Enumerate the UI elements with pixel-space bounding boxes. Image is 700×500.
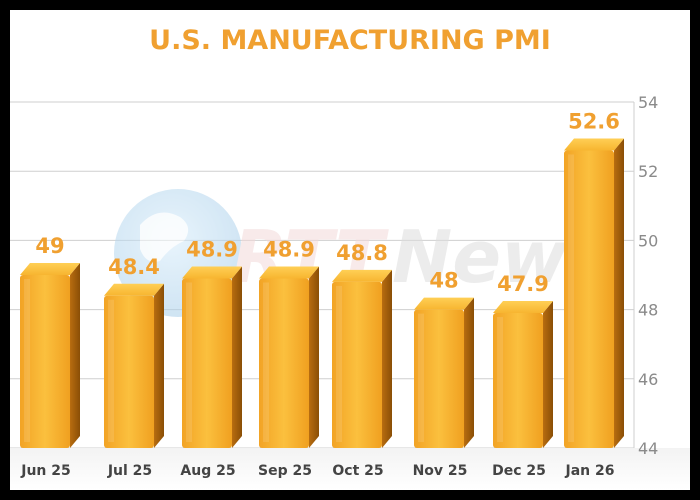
bar-5 <box>414 297 474 448</box>
bar-0 <box>20 263 80 448</box>
bar-side-7 <box>614 138 624 448</box>
y-tick-label-4: 52 <box>638 162 658 181</box>
y-tick-label-3: 50 <box>638 231 658 250</box>
bar-top-3 <box>259 266 319 279</box>
bar-front-3 <box>259 278 309 448</box>
bar-front-1 <box>104 295 154 448</box>
data-label-0: 49 <box>35 234 64 258</box>
bar-6 <box>493 301 553 448</box>
bar-side-0 <box>70 263 80 448</box>
data-label-4: 48.8 <box>336 241 388 265</box>
bar-side-2 <box>232 266 242 448</box>
data-label-1: 48.4 <box>108 255 160 279</box>
bar-highlight-6 <box>497 317 503 442</box>
bar-highlight-4 <box>336 285 342 442</box>
chart-frame: U.S. MANUFACTURING PMI RTT News 49 48.4 48… <box>10 10 690 490</box>
bar-1 <box>104 283 164 448</box>
chart-title: U.S. MANUFACTURING PMI <box>149 25 551 56</box>
data-label-2: 48.9 <box>186 237 238 261</box>
bar-2 <box>182 266 242 448</box>
y-tick-label-5: 54 <box>638 93 658 112</box>
x-tick-label-6: Dec 25 <box>492 463 546 479</box>
bars <box>20 138 624 448</box>
chart-floor <box>10 448 690 490</box>
y-tick-label-1: 46 <box>638 370 658 389</box>
y-tick-label-2: 48 <box>638 301 658 320</box>
bar-top-0 <box>20 263 80 275</box>
bar-top-5 <box>414 297 474 310</box>
data-label-5: 48 <box>429 269 458 293</box>
bar-top-1 <box>104 283 164 296</box>
bar-front-2 <box>182 278 232 448</box>
bar-highlight-0 <box>24 279 30 442</box>
bar-top-4 <box>332 269 392 282</box>
bar-7 <box>564 138 624 448</box>
data-label-6: 47.9 <box>497 272 549 296</box>
bar-side-4 <box>382 269 392 448</box>
data-label-3: 48.9 <box>263 237 315 261</box>
x-tick-label-2: Aug 25 <box>180 463 235 479</box>
bar-top-7 <box>564 138 624 151</box>
bar-highlight-7 <box>568 154 574 442</box>
bar-side-1 <box>154 283 164 448</box>
bar-side-5 <box>464 297 474 448</box>
bar-highlight-3 <box>263 282 269 442</box>
bar-4 <box>332 269 392 448</box>
x-tick-label-4: Oct 25 <box>332 463 383 479</box>
data-labels: 49 48.4 48.9 48.9 48.8 48 47.9 52.6 <box>35 109 620 296</box>
y-tick-label-0: 44 <box>638 439 658 458</box>
chart: U.S. MANUFACTURING PMI RTT News 4948.448… <box>10 25 690 490</box>
bar-side-3 <box>309 266 319 448</box>
x-tick-label-5: Nov 25 <box>413 463 468 479</box>
bar-top-2 <box>182 266 242 279</box>
x-tick-label-1: Jul 25 <box>107 463 152 479</box>
x-tick-label-3: Sep 25 <box>258 463 312 479</box>
y-axis: 44 46 48 50 52 54 <box>638 93 658 458</box>
bar-highlight-5 <box>418 313 424 442</box>
bar-front-4 <box>332 281 382 448</box>
bar-highlight-2 <box>186 282 192 442</box>
bar-front-5 <box>414 309 464 448</box>
bar-front-0 <box>20 275 70 448</box>
x-tick-label-0: Jun 25 <box>20 463 71 479</box>
data-label-7: 52.6 <box>568 109 620 133</box>
bar-front-7 <box>564 150 614 448</box>
x-axis: Jun 25 Jul 25 Aug 25 Sep 25 Oct 25 Nov 25 Dec … <box>20 463 614 479</box>
bar-side-6 <box>543 301 553 448</box>
x-tick-label-7: Jan 26 <box>565 463 615 479</box>
bar-3 <box>259 266 319 448</box>
bar-top-6 <box>493 301 553 314</box>
bar-front-6 <box>493 313 543 448</box>
bar-highlight-1 <box>108 299 114 442</box>
